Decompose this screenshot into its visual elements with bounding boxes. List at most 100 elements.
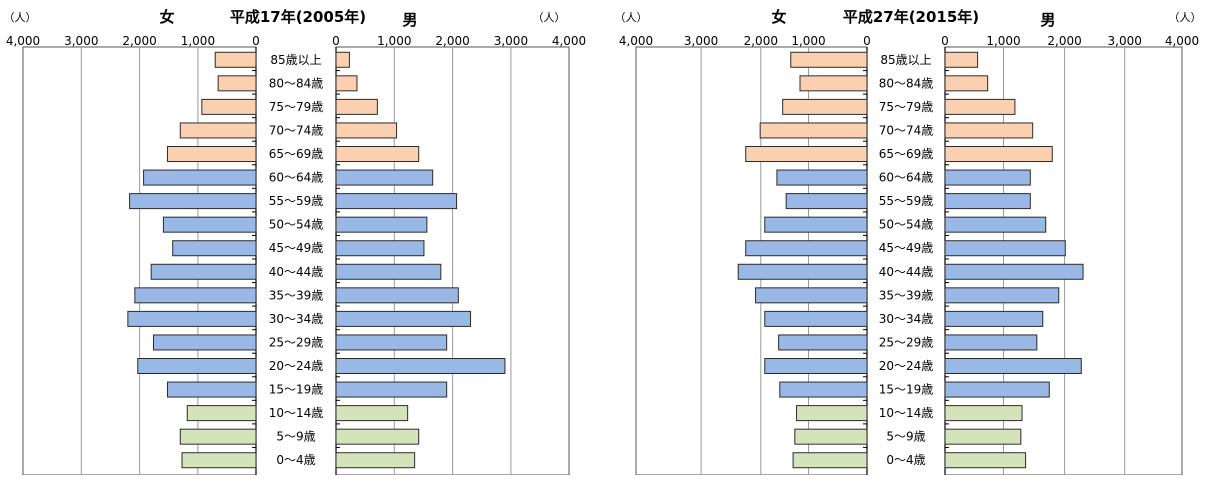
age-group-label: 15～19歳	[879, 383, 934, 397]
x-tick-label-left: 0	[863, 34, 871, 48]
age-group-label: 50～54歳	[269, 218, 324, 232]
female-bar	[790, 51, 868, 68]
age-group-label: 0～4歳	[276, 453, 315, 467]
female-bar	[162, 216, 257, 233]
male-bar	[335, 263, 442, 280]
female-bar	[782, 98, 868, 115]
male-bar	[944, 310, 1044, 327]
male-bar	[944, 146, 1053, 162]
x-tick-label-right: 4,000	[552, 34, 586, 48]
age-group-label: 85歳以上	[270, 53, 321, 67]
male-bar	[944, 216, 1047, 233]
x-tick-label-right: 1,000	[377, 34, 411, 48]
male-bar	[944, 169, 1031, 186]
male-bar	[944, 193, 1031, 210]
male-bar	[944, 405, 1023, 422]
male-bar	[335, 334, 448, 351]
female-bar	[759, 122, 868, 139]
female-bar	[794, 428, 868, 445]
x-tick-label-right: 3,000	[1108, 34, 1142, 48]
female-bar	[745, 146, 868, 162]
male-bar	[944, 122, 1034, 139]
female-bar	[776, 169, 868, 186]
female-bar	[137, 358, 257, 374]
x-tick-label-right: 2,000	[1047, 34, 1081, 48]
female-bar	[792, 452, 868, 469]
age-group-label: 60～64歳	[879, 171, 934, 185]
female-bar	[181, 452, 257, 469]
age-group-label: 35～39歳	[879, 288, 934, 302]
male-bar	[335, 98, 378, 115]
female-bar	[778, 334, 868, 351]
x-tick-label-left: 2,000	[122, 34, 156, 48]
female-bar	[166, 381, 257, 398]
age-group-label: 65～69歳	[879, 147, 934, 161]
age-group-label: 55～59歳	[269, 194, 324, 208]
male-bar	[944, 358, 1082, 374]
male-bar	[335, 358, 506, 374]
unit-label-right: （人）	[1169, 11, 1202, 24]
female-bar	[764, 310, 868, 327]
male-bar	[944, 240, 1066, 257]
x-tick-label-left: 4,000	[619, 34, 653, 48]
age-group-label: 40～44歳	[879, 265, 934, 279]
female-bar	[785, 193, 868, 210]
age-group-label: 25～29歳	[879, 335, 934, 349]
female-bar	[143, 169, 257, 186]
female-bar	[166, 146, 257, 162]
female-bar	[796, 405, 868, 422]
male-bar	[335, 51, 350, 68]
male-label: 男	[402, 11, 417, 29]
female-bar	[779, 381, 868, 398]
male-bar	[335, 405, 409, 422]
female-bar	[745, 240, 868, 257]
male-label: 男	[1040, 11, 1055, 29]
age-group-label: 5～9歳	[886, 430, 925, 444]
age-group-label: 60～64歳	[269, 171, 324, 185]
male-bar	[944, 98, 1016, 115]
age-group-label: 75～79歳	[879, 100, 934, 114]
female-bar	[217, 75, 257, 92]
age-group-label: 40～44歳	[269, 265, 324, 279]
x-tick-label-right: 2,000	[435, 34, 469, 48]
age-group-label: 70～74歳	[879, 123, 934, 137]
age-group-label: 55～59歳	[879, 194, 934, 208]
age-group-label: 10～14歳	[879, 406, 934, 420]
female-label: 女	[771, 8, 786, 26]
age-group-label: 15～19歳	[269, 383, 324, 397]
male-bar	[944, 51, 979, 68]
male-bar	[335, 146, 420, 162]
x-tick-label-left: 3,000	[684, 34, 718, 48]
age-group-label: 75～79歳	[269, 100, 324, 114]
x-tick-label-right: 0	[332, 34, 340, 48]
age-group-label: 20～24歳	[879, 359, 934, 373]
age-group-label: 30～34歳	[879, 312, 934, 326]
unit-label-right: （人）	[533, 11, 566, 24]
age-group-label: 65～69歳	[269, 147, 324, 161]
female-bar	[150, 263, 257, 280]
female-bar	[737, 263, 868, 280]
male-bar	[335, 310, 472, 327]
age-group-label: 45～49歳	[879, 241, 934, 255]
age-group-label: 30～34歳	[269, 312, 324, 326]
female-bar	[134, 287, 257, 304]
x-tick-label-right: 3,000	[494, 34, 528, 48]
female-bar	[129, 193, 257, 210]
male-bar	[335, 428, 420, 445]
age-group-label: 35～39歳	[269, 288, 324, 302]
female-bar	[127, 310, 257, 327]
age-group-label: 45～49歳	[269, 241, 324, 255]
female-bar	[764, 216, 868, 233]
female-bar	[152, 334, 257, 351]
male-bar	[335, 122, 398, 139]
male-bar	[944, 452, 1027, 469]
x-tick-label-left: 1,000	[181, 34, 215, 48]
age-group-label: 10～14歳	[269, 406, 324, 420]
unit-label-left: （人）	[615, 11, 648, 24]
female-bar	[179, 122, 257, 139]
x-tick-label-right: 4,000	[1165, 34, 1199, 48]
male-bar	[335, 169, 434, 186]
age-group-label: 25～29歳	[269, 335, 324, 349]
